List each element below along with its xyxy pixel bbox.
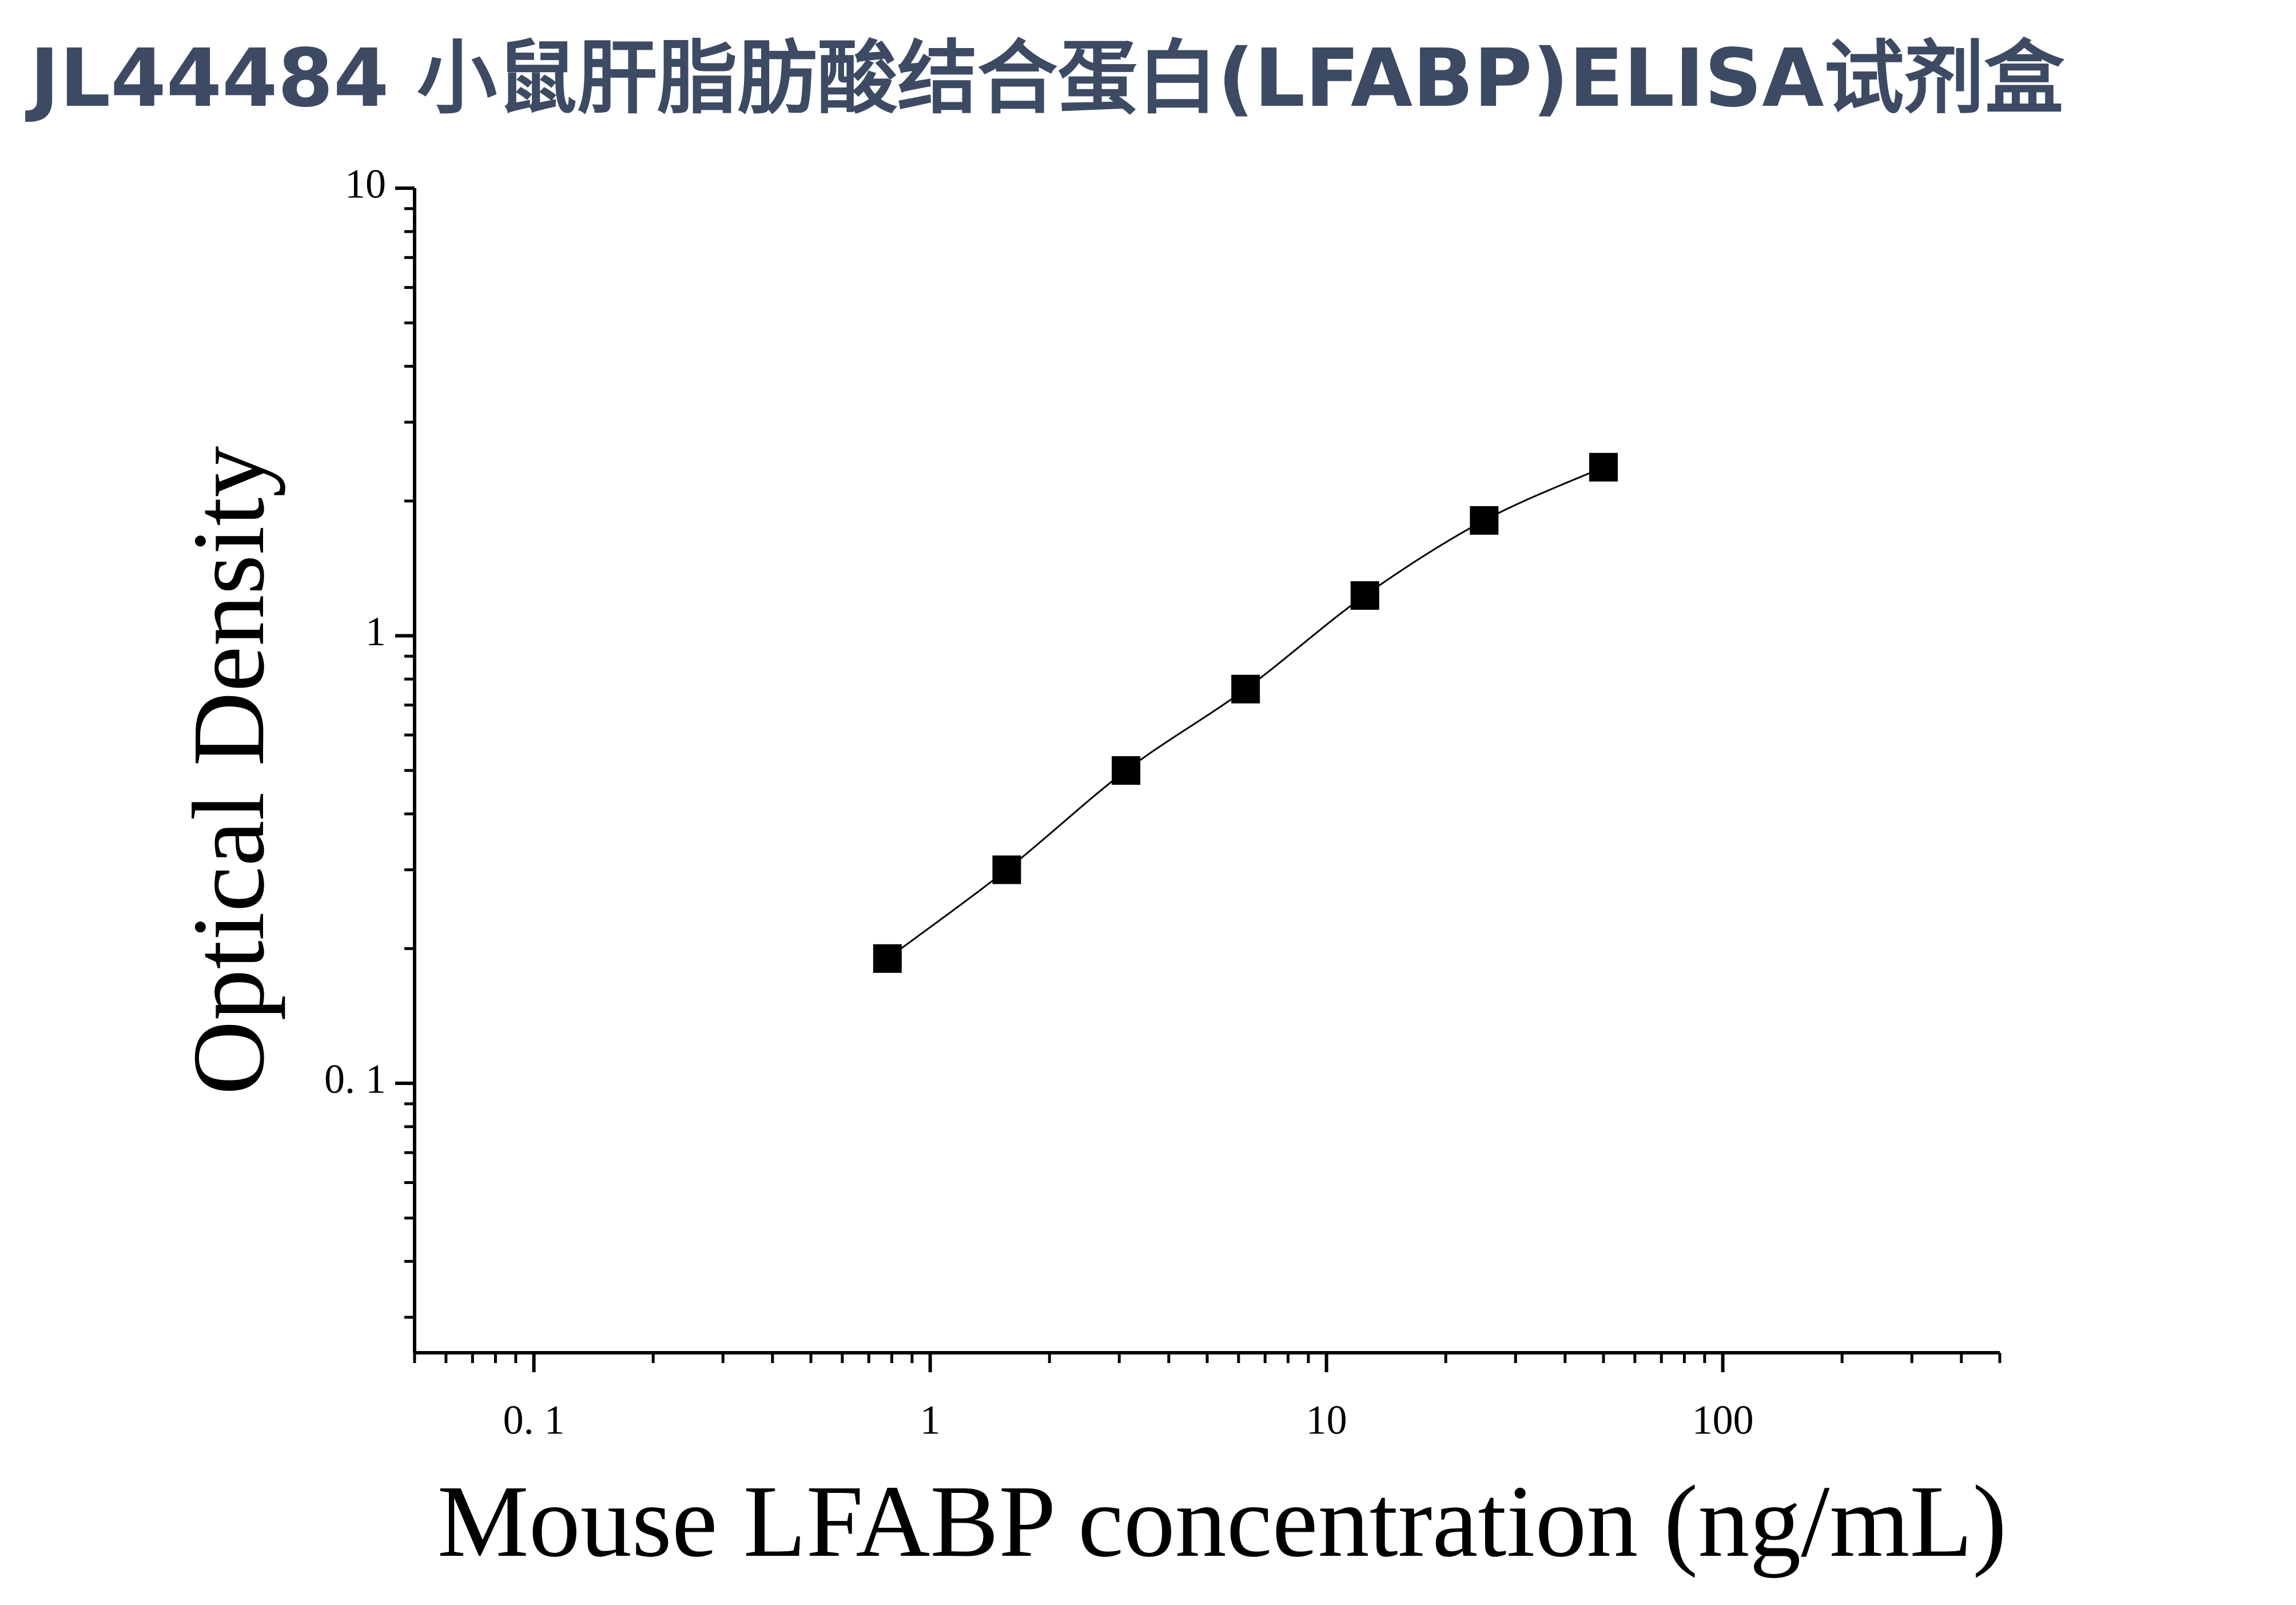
x-axis-title: Mouse LFABP concentration (ng/mL) bbox=[437, 1464, 2007, 1578]
marker bbox=[1231, 674, 1260, 704]
marker bbox=[1589, 452, 1618, 482]
y-tick-label: 1 bbox=[365, 609, 386, 654]
marker bbox=[1350, 581, 1379, 610]
y-tick-label: 0. 1 bbox=[324, 1056, 386, 1102]
x-tick-label: 0. 1 bbox=[503, 1397, 565, 1443]
chart-title: JL44484 小鼠肝脂肪酸结合蛋白(LFABP)ELISA试剂盒 bbox=[25, 32, 2065, 125]
marker bbox=[1112, 756, 1141, 785]
x-tick-label: 100 bbox=[1692, 1397, 1754, 1443]
marker bbox=[992, 855, 1021, 884]
y-axis-title: Optical Density bbox=[172, 446, 285, 1095]
x-tick-label: 10 bbox=[1306, 1397, 1347, 1443]
fit-curve bbox=[886, 466, 1604, 960]
y-tick-label: 10 bbox=[345, 161, 386, 207]
marker bbox=[873, 944, 902, 973]
marker bbox=[1470, 506, 1499, 535]
x-tick-label: 1 bbox=[920, 1397, 941, 1443]
